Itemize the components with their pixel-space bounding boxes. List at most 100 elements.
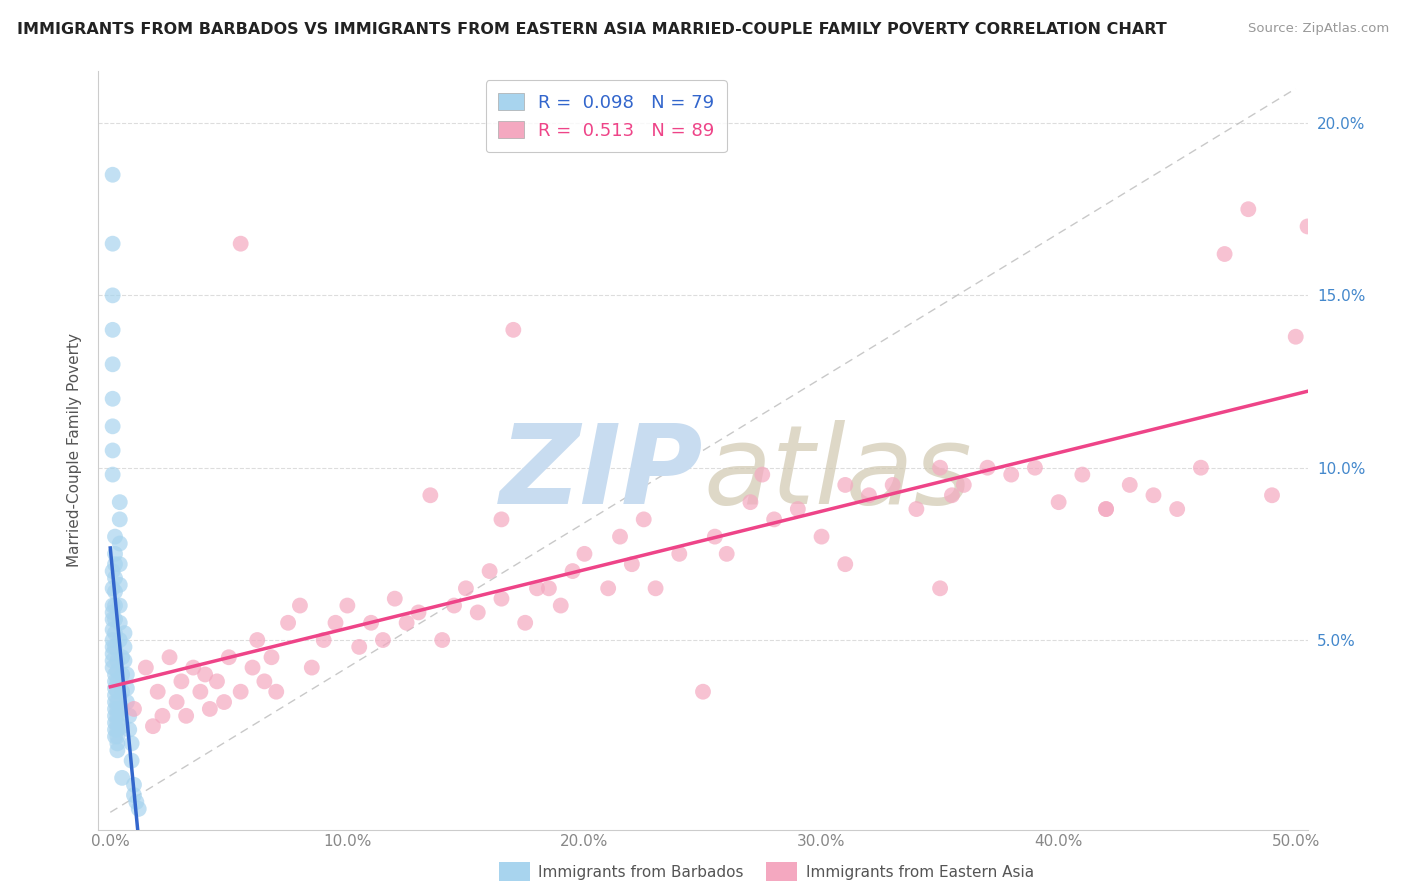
Point (101, 467, 124, 482)
Point (104, 688, 127, 702)
Point (118, 723, 141, 737)
Point (786, 502, 808, 516)
Point (491, 512, 513, 526)
Legend: R =  0.098   N = 79, R =  0.513   N = 89: R = 0.098 N = 79, R = 0.513 N = 89 (485, 80, 727, 153)
Point (115, 681, 138, 696)
Point (105, 723, 128, 737)
Y-axis label: Married-Couple Family Poverty: Married-Couple Family Poverty (67, 334, 83, 567)
Text: Source: ZipAtlas.com: Source: ZipAtlas.com (1249, 22, 1389, 36)
Point (104, 599, 127, 613)
Point (104, 667, 127, 681)
Point (1166, 502, 1188, 516)
Point (105, 674, 128, 689)
Point (1189, 460, 1212, 475)
Point (101, 606, 124, 620)
Point (108, 512, 131, 526)
Point (834, 478, 856, 492)
Point (301, 660, 323, 674)
Point (101, 612, 124, 626)
Point (105, 695, 128, 709)
Point (1213, 247, 1236, 261)
Point (1095, 502, 1118, 516)
Point (101, 168, 124, 182)
Point (198, 702, 221, 716)
Point (1095, 502, 1118, 516)
Point (858, 488, 880, 502)
Point (104, 557, 127, 572)
Point (101, 564, 124, 578)
Point (142, 719, 165, 733)
Point (105, 736, 128, 750)
Point (882, 478, 904, 492)
Point (515, 615, 537, 630)
Point (550, 599, 572, 613)
Point (104, 584, 127, 599)
Point (104, 640, 127, 654)
Point (101, 640, 124, 654)
Point (101, 647, 124, 661)
Point (1047, 495, 1070, 509)
Point (115, 695, 138, 709)
Point (101, 443, 124, 458)
Point (122, 702, 145, 716)
Point (101, 392, 124, 406)
Point (1296, 219, 1319, 234)
Point (104, 695, 127, 709)
Point (190, 684, 212, 698)
Point (644, 582, 666, 596)
Point (101, 582, 124, 596)
Point (277, 615, 299, 630)
Point (929, 460, 952, 475)
Point (108, 599, 131, 613)
Point (834, 557, 856, 572)
Point (952, 478, 974, 492)
Text: Immigrants from Eastern Asia: Immigrants from Eastern Asia (806, 865, 1033, 880)
Point (121, 736, 143, 750)
Point (104, 612, 127, 626)
Point (135, 660, 157, 674)
Point (810, 530, 832, 544)
Point (1024, 460, 1046, 475)
Point (104, 708, 127, 723)
Point (101, 660, 124, 674)
Point (166, 695, 188, 709)
Point (905, 502, 928, 516)
Text: atlas: atlas (703, 420, 972, 526)
Point (104, 681, 127, 696)
Point (122, 788, 145, 802)
Point (347, 640, 370, 654)
Point (633, 512, 655, 526)
Point (111, 771, 134, 785)
Point (108, 495, 131, 509)
Point (170, 674, 193, 689)
Point (104, 702, 127, 716)
Point (114, 626, 136, 640)
Point (101, 357, 124, 371)
Point (105, 715, 128, 730)
Point (105, 654, 128, 668)
Point (454, 582, 477, 596)
Point (104, 626, 127, 640)
Point (1237, 202, 1260, 217)
Point (260, 650, 283, 665)
Point (111, 684, 134, 698)
Point (104, 674, 127, 689)
Point (218, 650, 240, 665)
Point (941, 488, 963, 502)
Point (159, 650, 181, 665)
Point (111, 650, 134, 665)
Point (114, 654, 136, 668)
Point (929, 582, 952, 596)
Point (692, 684, 714, 698)
Point (976, 460, 998, 475)
Point (101, 623, 124, 637)
Point (598, 582, 620, 596)
Point (668, 547, 690, 561)
Point (1119, 478, 1142, 492)
Point (194, 667, 217, 681)
Point (101, 419, 124, 434)
Point (104, 723, 127, 737)
Point (229, 236, 252, 251)
Point (111, 702, 134, 716)
Point (122, 778, 145, 792)
